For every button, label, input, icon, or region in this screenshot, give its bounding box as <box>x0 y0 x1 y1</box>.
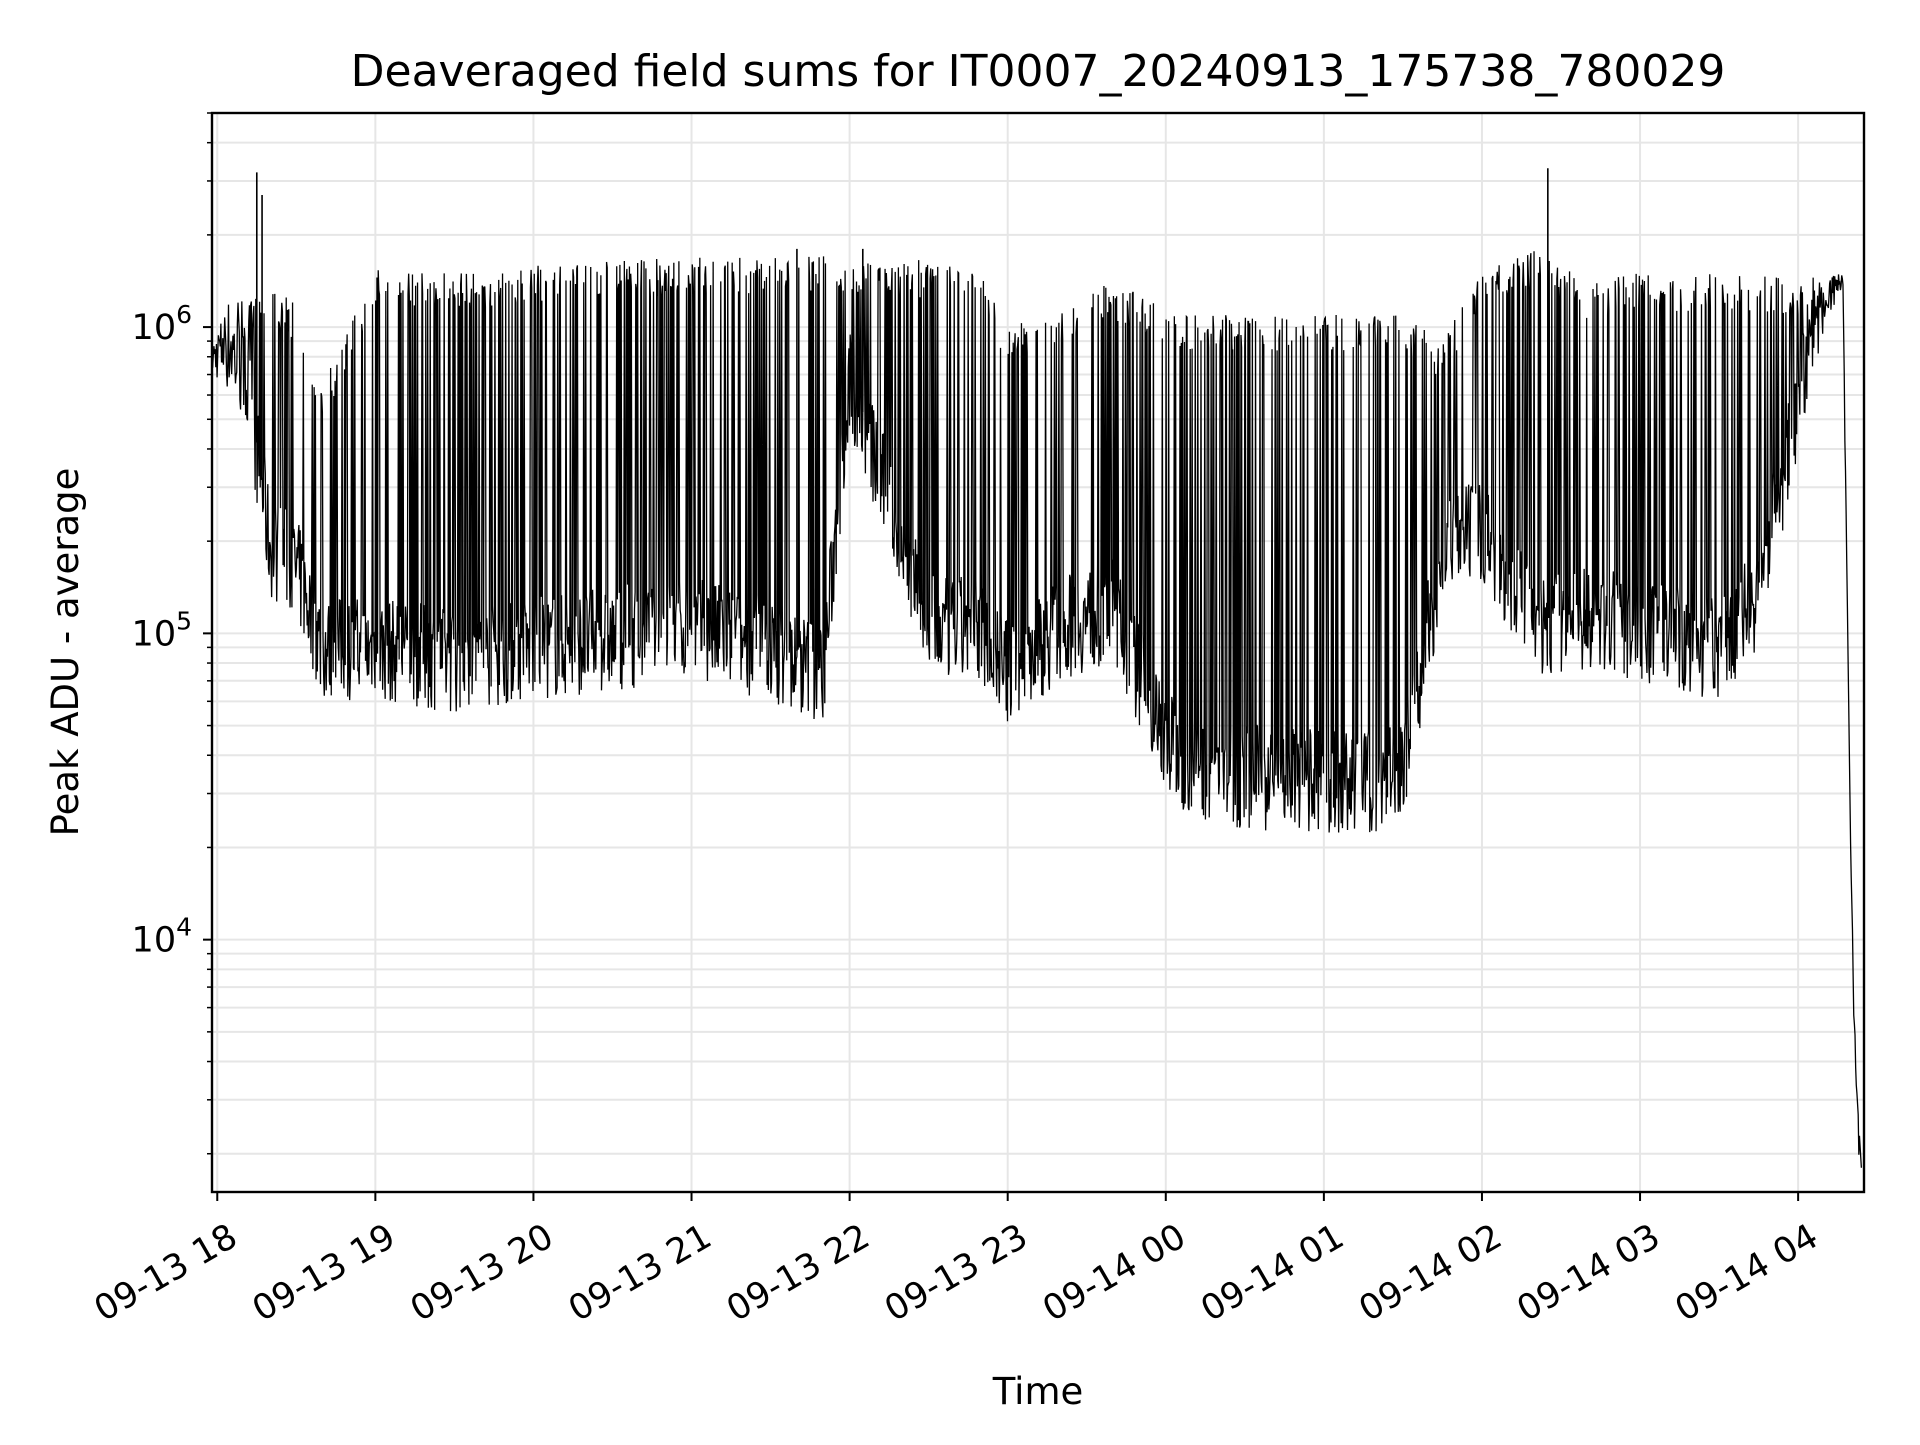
y-tick-base: 10 <box>132 614 177 654</box>
y-tick-base: 10 <box>132 308 177 348</box>
plot-frame <box>210 111 1866 1194</box>
y-axis-label: Peak ADU - average <box>44 468 87 837</box>
y-tick-exponent: 4 <box>176 913 192 942</box>
y-tick-label: 106 <box>132 300 192 348</box>
y-tick-exponent: 5 <box>176 606 192 635</box>
series-layer <box>211 168 1863 1168</box>
y-tick-exponent: 6 <box>176 300 192 329</box>
y-tick-label: 104 <box>132 913 192 961</box>
x-axis-label: Time <box>992 1370 1084 1413</box>
y-tick-label: 105 <box>132 606 192 654</box>
y-tick-base: 10 <box>132 921 177 961</box>
chart-title: Deaveraged field sums for IT0007_2024091… <box>351 46 1726 97</box>
series-line <box>211 251 1863 1168</box>
grid <box>212 112 1864 1192</box>
